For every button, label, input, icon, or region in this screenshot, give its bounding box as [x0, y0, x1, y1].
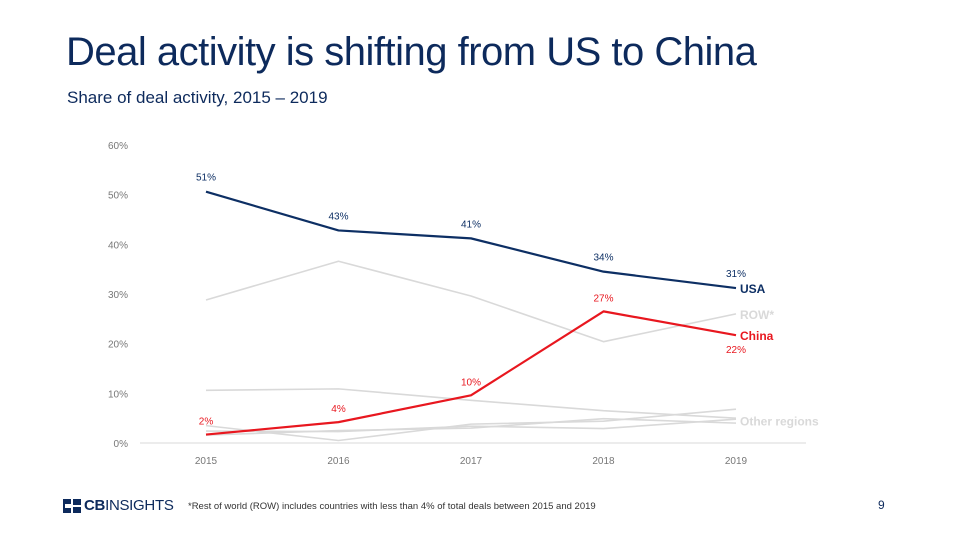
- footnote: *Rest of world (ROW) includes countries …: [188, 501, 596, 512]
- y-tick-label: 20%: [108, 340, 128, 351]
- y-tick-label: 40%: [108, 240, 128, 251]
- series-line-other2: [205, 408, 737, 442]
- data-label-china: 27%: [593, 293, 613, 304]
- end-label-usa: USA: [740, 282, 766, 296]
- series-line-china: [205, 310, 737, 436]
- series-line-usa: [205, 190, 737, 290]
- y-tick-label: 30%: [108, 290, 128, 301]
- data-label-china: 10%: [461, 377, 481, 388]
- data-label-china: 2%: [199, 417, 214, 428]
- x-tick-label: 2019: [725, 456, 748, 467]
- page-number: 9: [878, 498, 885, 512]
- data-label-china: 22%: [726, 345, 746, 356]
- x-tick-label: 2015: [195, 456, 218, 467]
- data-label-usa: 31%: [726, 269, 746, 280]
- cbinsights-logo-icon: [63, 498, 81, 513]
- data-label-usa: 41%: [461, 219, 481, 230]
- y-tick-label: 0%: [114, 439, 129, 450]
- series-line-other4: [205, 417, 737, 436]
- data-label-usa: 34%: [593, 253, 613, 264]
- end-label-other: Other regions: [740, 415, 819, 429]
- x-tick-label: 2016: [327, 456, 350, 467]
- x-tick-label: 2018: [592, 456, 615, 467]
- data-label-usa: 51%: [196, 173, 216, 184]
- cbinsights-logo: CBINSIGHTS: [63, 497, 174, 514]
- data-label-usa: 43%: [328, 211, 348, 222]
- end-label-china: China: [740, 329, 774, 343]
- y-tick-label: 50%: [108, 191, 128, 202]
- logo-text-bold: CB: [84, 497, 106, 514]
- page-title: Deal activity is shifting from US to Chi…: [66, 30, 757, 74]
- data-label-china: 4%: [331, 404, 346, 415]
- page-subtitle: Share of deal activity, 2015 – 2019: [67, 88, 328, 107]
- x-tick-label: 2017: [460, 456, 483, 467]
- end-label-row: ROW*: [740, 308, 774, 322]
- y-tick-label: 60%: [108, 141, 128, 152]
- series-line-other1: [205, 388, 737, 419]
- logo-text-light: INSIGHTS: [105, 497, 174, 514]
- y-tick-label: 10%: [108, 389, 128, 400]
- series-line-row: [205, 260, 737, 343]
